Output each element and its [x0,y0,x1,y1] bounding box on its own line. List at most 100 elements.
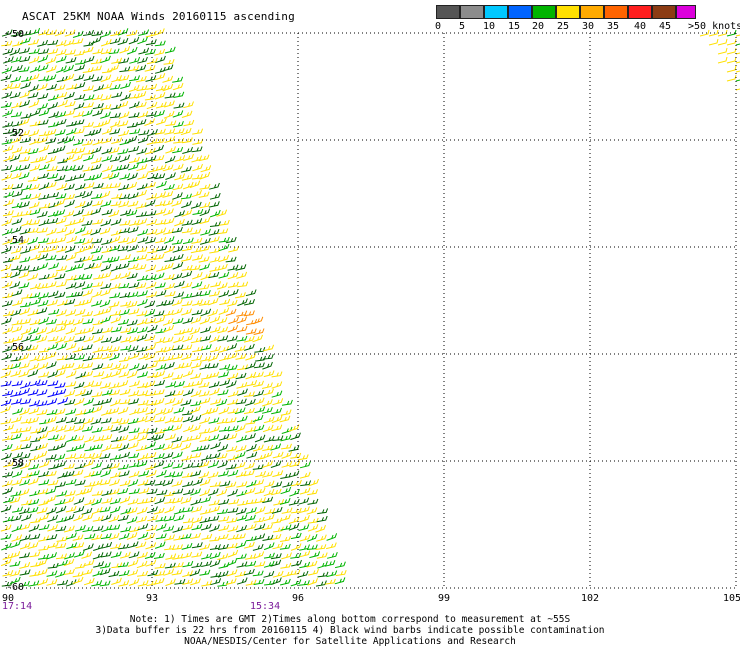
wind-barb [272,451,284,459]
wind-barb [55,335,66,344]
wind-barb [66,434,78,443]
wind-barb [171,272,183,281]
wind-barb [137,111,149,119]
wind-barb [38,172,49,180]
wind-barb [154,416,166,423]
wind-barb [57,157,69,164]
wind-barb [82,85,94,92]
wind-barb [30,108,41,117]
wind-barb [109,235,121,244]
wind-barb [74,190,86,198]
wind-barb [290,552,302,559]
wind-barb [28,580,40,587]
wind-barb [182,517,194,524]
wind-barb [135,541,147,549]
wind-barb [262,361,273,370]
wind-barb [136,363,148,371]
wind-barb [120,254,131,261]
wind-barb [101,238,113,245]
wind-barb [27,309,39,316]
wind-barb [64,490,76,497]
wind-barb [74,453,86,460]
wind-barb [190,361,202,369]
wind-barb [48,121,59,128]
wind-barb [227,425,239,432]
wind-barb [144,532,156,541]
wind-barb [56,363,68,371]
wind-barb [45,487,57,495]
wind-barb [117,487,129,495]
wind-barb [27,542,39,549]
lon-label: 99 [438,593,450,604]
wind-barb [182,146,193,154]
wind-barb [108,570,120,578]
wind-barb [108,462,120,470]
wind-barb [101,497,113,504]
wind-barb [64,425,76,432]
wind-barb [47,380,59,387]
wind-barb [36,327,48,335]
wind-barb [164,416,176,424]
wind-barb [137,453,149,461]
wind-barb [9,576,21,584]
wind-barb [252,543,264,551]
wind-barb [236,514,248,521]
wind-barb [138,47,150,55]
wind-barb [334,561,346,569]
wind-barb [209,326,221,333]
wind-barb [18,282,30,289]
wind-barb [74,281,86,289]
wind-barb [253,551,265,559]
wind-barb [217,581,229,587]
wind-barb [75,59,87,65]
wind-barb [209,221,221,227]
wind-barb [11,470,23,478]
wind-barb [162,164,174,172]
wind-barb [55,111,67,118]
wind-barb [144,309,156,317]
wind-barb [163,245,175,254]
legend-swatch-4 [532,5,556,19]
wind-barb [252,414,264,422]
wind-barb [282,570,293,578]
wind-barb [209,481,221,488]
wind-barb [717,29,728,37]
wind-barb [228,498,240,505]
wind-barb [127,226,139,234]
wind-barb [38,316,49,325]
wind-barb [74,397,85,406]
wind-barb [263,514,275,522]
wind-barb [172,562,184,568]
wind-barb [2,183,14,190]
wind-barb [45,181,57,189]
wind-barb [1,246,12,254]
wind-barb [273,499,285,506]
wind-barb [200,335,212,342]
wind-barb [190,414,202,423]
wind-barb [65,370,77,378]
wind-barb [209,335,220,343]
wind-barb [174,218,185,227]
wind-barb [209,505,220,513]
wind-barb [129,380,140,388]
wind-barb [56,490,68,497]
wind-barb [137,236,149,244]
longitude-labels: 90 93 96 99 102 105 [2,593,740,604]
wind-barb [63,153,75,162]
wind-barb [100,315,111,324]
wind-barb [100,469,112,478]
wind-barb [262,399,273,407]
wind-barb [137,390,149,397]
wind-barb [74,82,86,89]
wind-barb [82,109,93,117]
wind-barb [119,66,131,73]
wind-barb [208,236,220,243]
wind-barb [101,136,113,144]
wind-barb [109,244,121,252]
wind-barb [298,580,310,586]
wind-barb [118,262,130,270]
wind-barb [120,81,131,89]
wind-barb [236,415,248,423]
wind-barb [181,174,193,181]
wind-barb [36,559,48,567]
